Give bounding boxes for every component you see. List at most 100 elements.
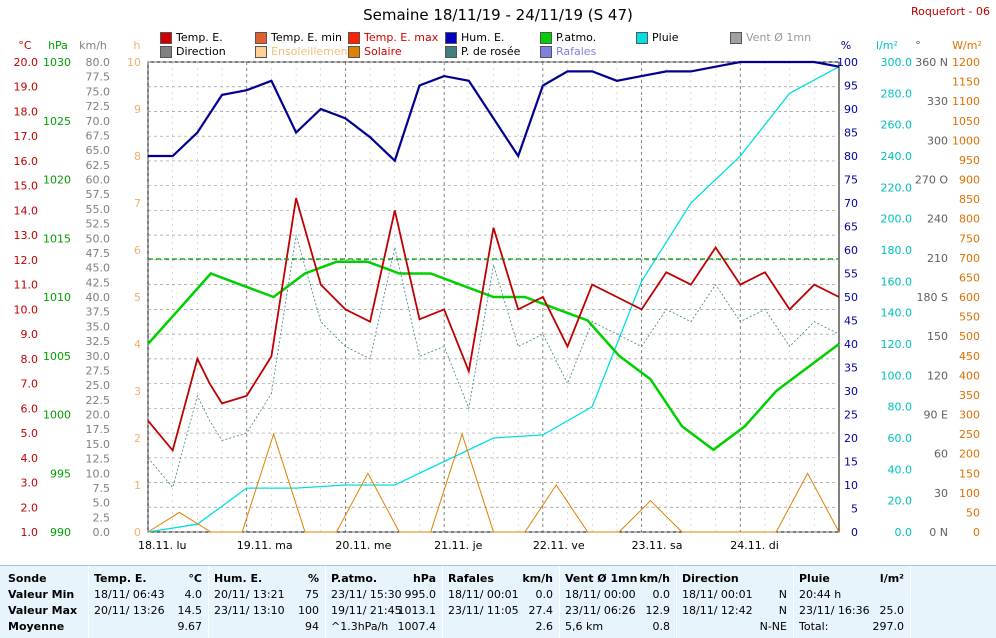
tick-label: 5.0	[93, 497, 111, 510]
tick-label: 62.5	[86, 159, 111, 172]
tick-label: 5	[134, 291, 141, 304]
tick-label: 1000	[43, 409, 71, 422]
tick-label: 750	[959, 232, 980, 245]
tick-label: 2.5	[93, 511, 111, 524]
stats-value: 297.0	[872, 620, 905, 633]
tick-label: 120	[927, 369, 948, 382]
tick-label: 60	[934, 448, 948, 461]
legend-label: P. de rosée	[461, 45, 521, 58]
tick-label: 60.0	[888, 432, 913, 445]
stats-col-temp: Temp. E. °C 18/11/ 06:43 4.0 20/11/ 13:26 14.…	[88, 566, 209, 638]
tick-label: 1010	[43, 291, 71, 304]
stats-time: 23/11/ 15:30	[331, 588, 402, 601]
legend-item: Temp. E. max	[348, 31, 438, 44]
tick-label: 200	[959, 448, 980, 461]
tick-label: 995	[50, 467, 71, 480]
legend-swatch	[348, 45, 360, 58]
tick-label: 7	[134, 197, 141, 210]
tick-label: 32.5	[86, 335, 111, 348]
tick-label: 1100	[952, 95, 980, 108]
tick-label: 800	[959, 213, 980, 226]
tick-label: 3	[134, 385, 141, 398]
tick-label: 300.0	[881, 56, 913, 69]
legend-swatch	[540, 31, 552, 44]
legend-item: Ensoleillement	[255, 45, 352, 58]
tick-label: 42.5	[86, 276, 111, 289]
stats-value: N-NE	[759, 620, 787, 633]
tick-label: 180 S	[917, 291, 948, 304]
tick-label: 40.0	[888, 463, 913, 476]
tick-label: 300	[959, 409, 980, 422]
legend-label: P.atmo.	[556, 31, 597, 44]
tick-label: 1020	[43, 174, 71, 187]
stats-value: 100	[298, 604, 319, 617]
tick-label: 500	[959, 330, 980, 343]
tick-label: 1030	[43, 56, 71, 69]
stats-value: 27.4	[528, 604, 554, 617]
stats-col-rafales: Rafales km/h 18/11/ 00:01 0.0 23/11/ 11:05 27…	[442, 566, 560, 638]
chart-title: Semaine 18/11/19 - 24/11/19 (S 47)	[363, 6, 633, 24]
tick-label: 50	[966, 506, 980, 519]
tick-label: 50.0	[86, 232, 111, 245]
legend-swatch	[255, 31, 267, 44]
tick-label: 100	[959, 487, 980, 500]
tick-label: 240	[927, 213, 948, 226]
stats-value: 9.67	[177, 620, 203, 633]
tick-label: 220.0	[881, 181, 913, 194]
legend-item: Temp. E.	[160, 31, 223, 44]
series-temp	[147, 197, 840, 453]
tick-label: 7.0	[21, 378, 39, 391]
day-label: 20.11. me	[335, 539, 391, 552]
tick-label: 75	[844, 174, 858, 187]
tick-label: 25	[844, 409, 858, 422]
tick-label: 35	[844, 362, 858, 375]
tick-label: 57.5	[86, 188, 111, 201]
tick-label: 700	[959, 252, 980, 265]
tick-label: 75.0	[86, 85, 111, 98]
tick-label: 95	[844, 80, 858, 93]
legend-label: Hum. E.	[461, 31, 505, 44]
tick-label: 11.0	[14, 279, 39, 292]
tick-label: 15.0	[86, 438, 111, 451]
day-label: 19.11. ma	[237, 539, 293, 552]
stats-unit: km/h	[639, 572, 670, 585]
stats-time: 23/11/ 16:36	[799, 604, 870, 617]
tick-label: 22.5	[86, 394, 111, 407]
tick-label: 55	[844, 268, 858, 281]
stats-col-sonde: Sonde Valeur Min Valeur Max Moyenne	[0, 566, 89, 638]
stats-value: 14.5	[177, 604, 203, 617]
tick-label: 45	[844, 315, 858, 328]
tick-label: 400	[959, 369, 980, 382]
stats-value: 94	[305, 620, 319, 633]
tick-label: 1050	[952, 115, 980, 128]
stats-value: 2.6	[535, 620, 554, 633]
tick-label: 0	[134, 526, 141, 539]
stats-unit: %	[307, 572, 319, 585]
axis-unit: W/m²	[952, 39, 982, 52]
tick-label: 150	[927, 330, 948, 343]
stats-unit: °C	[188, 572, 202, 585]
tick-label: 600	[959, 291, 980, 304]
legend-item: Hum. E.	[445, 31, 504, 44]
tick-label: 5	[851, 503, 858, 516]
stats-time: 23/11/ 06:26	[565, 604, 636, 617]
series-rosee	[147, 235, 840, 489]
tick-label: 1200	[952, 56, 980, 69]
tick-label: 52.5	[86, 218, 111, 231]
stats-unit: km/h	[522, 572, 553, 585]
tick-label: 10.0	[14, 303, 39, 316]
stats-col-direction: Direction 18/11/ 00:01 N 18/11/ 12:42 N N-NE	[676, 566, 794, 638]
tick-label: 300	[927, 134, 948, 147]
tick-label: 0 N	[929, 526, 948, 539]
stats-value: 12.9	[645, 604, 671, 617]
tick-label: 47.5	[86, 247, 111, 260]
legend-swatch	[255, 45, 267, 58]
tick-label: 100.0	[881, 369, 913, 382]
series-pluie	[147, 66, 840, 533]
stats-value: 75	[305, 588, 319, 601]
tick-label: 6	[134, 244, 141, 257]
stats-col-pluie: Pluie l/m² 20:44 h 23/11/ 16:36 25.0 Total: 29…	[793, 566, 911, 638]
tick-label: 1000	[952, 134, 980, 147]
stats-time: 20/11/ 13:26	[94, 604, 165, 617]
series-patmo	[147, 260, 840, 452]
